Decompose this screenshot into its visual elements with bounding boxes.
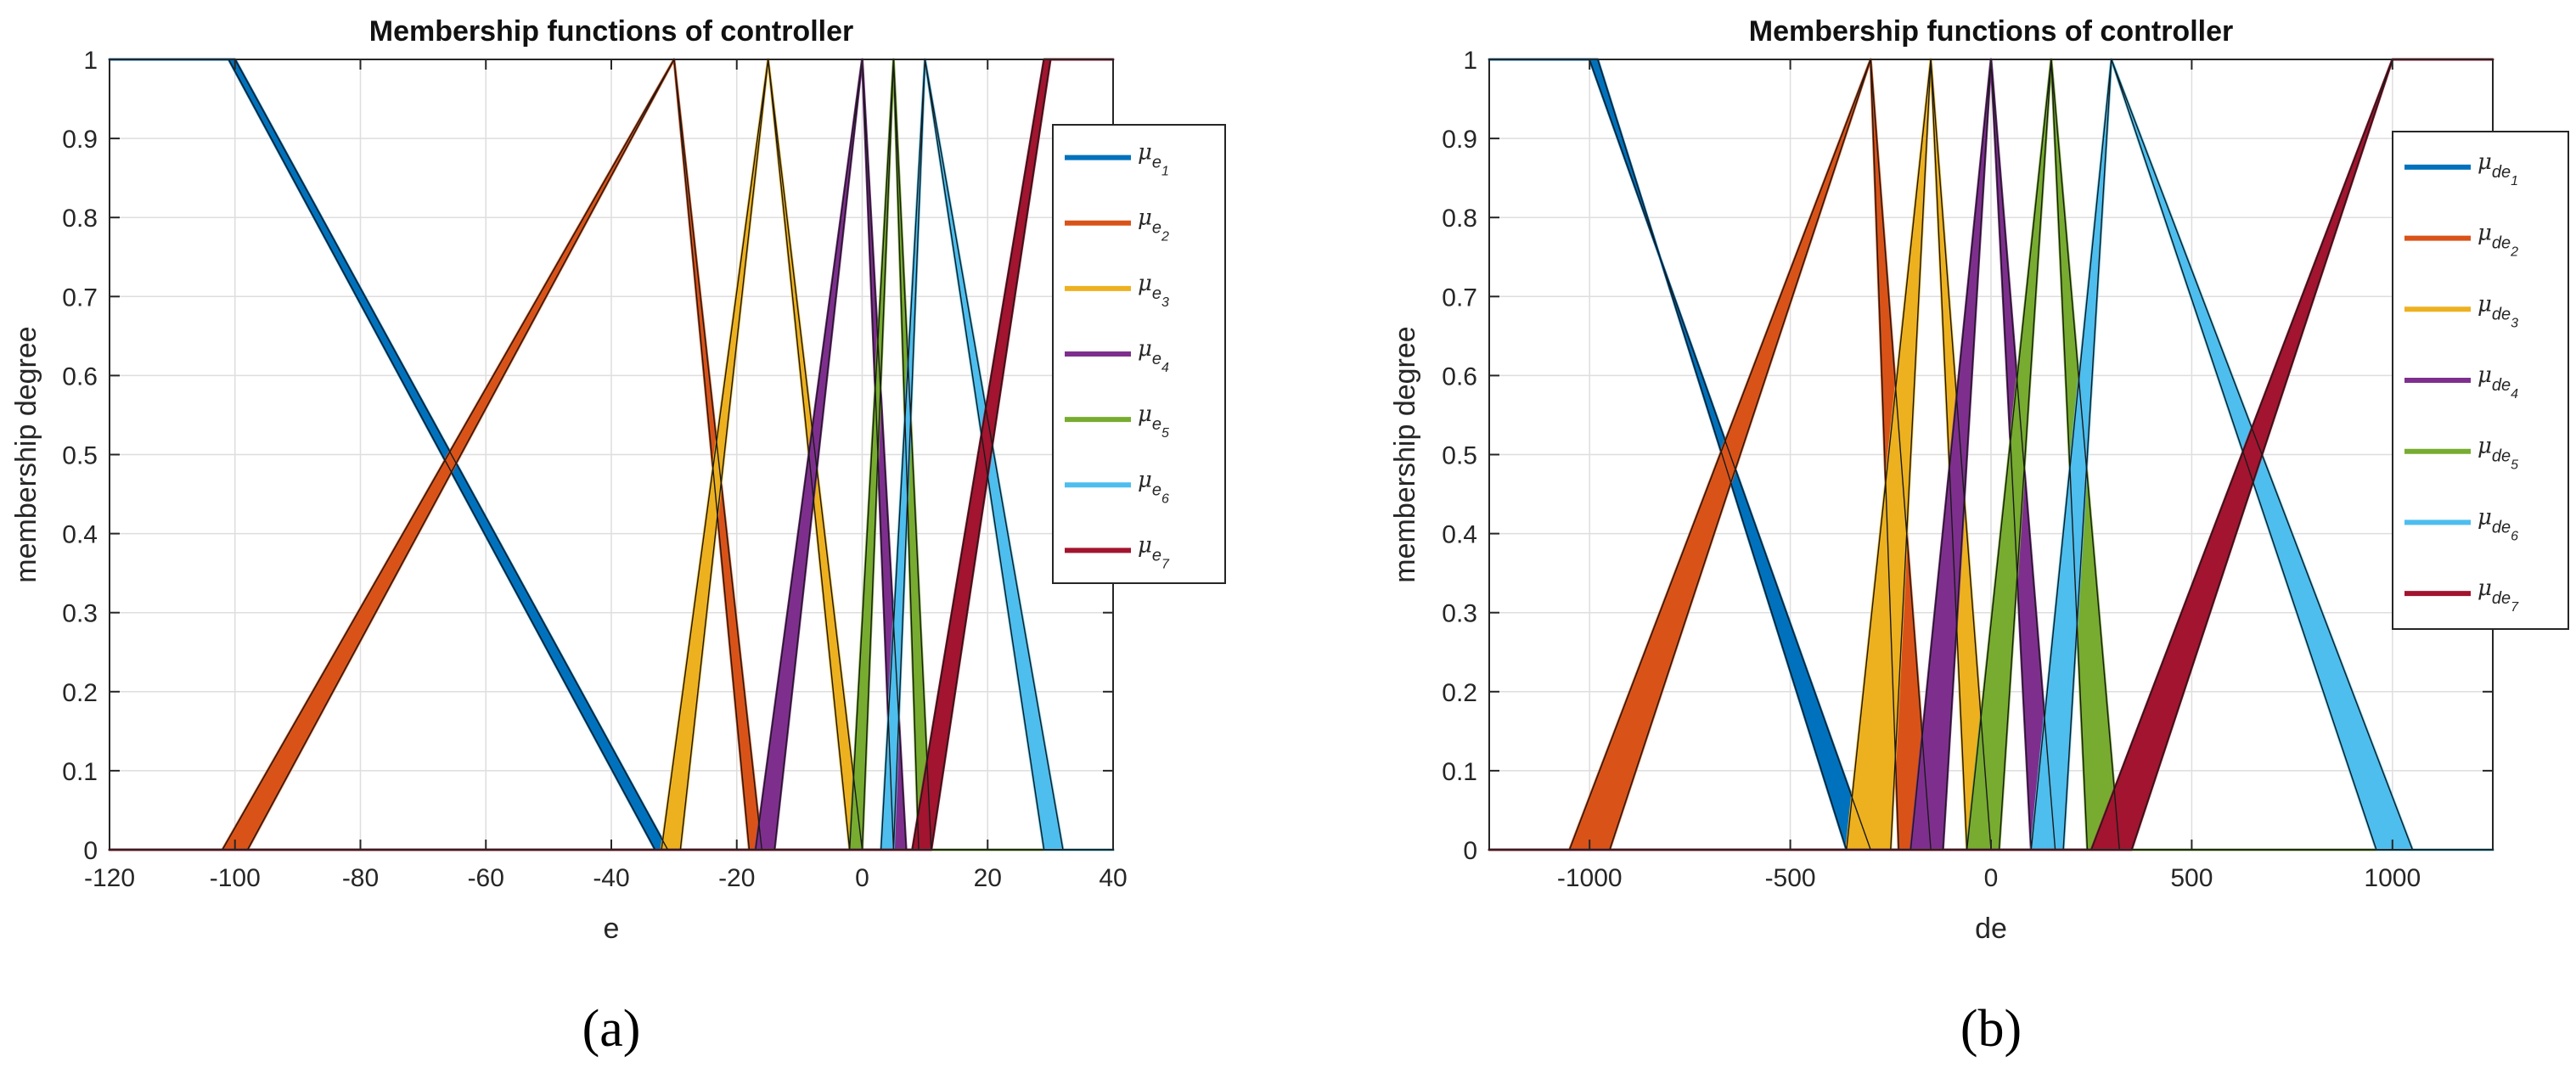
y-tick-label: 1 bbox=[1463, 47, 1477, 75]
x-axis-label: de bbox=[1975, 913, 2007, 945]
y-tick-label: 0 bbox=[1463, 837, 1477, 865]
y-tick-label: 0.1 bbox=[62, 758, 98, 786]
chart-title: Membership functions of controller bbox=[369, 15, 853, 48]
legend-label-index: 1 bbox=[1161, 165, 1169, 179]
x-tick-label: -500 bbox=[1765, 864, 1816, 892]
x-tick-label: -20 bbox=[718, 864, 755, 892]
y-tick-label: 0.6 bbox=[1442, 362, 1477, 390]
legend-label-index: 3 bbox=[2511, 316, 2518, 330]
legend-label-sub: e bbox=[1152, 219, 1161, 238]
y-tick-label: 1 bbox=[83, 47, 98, 75]
y-axis-label: membership degree bbox=[1389, 326, 1421, 582]
legend-label-index: 6 bbox=[1161, 492, 1169, 506]
y-tick-label: 0.6 bbox=[62, 362, 98, 390]
x-tick-label: 500 bbox=[2170, 864, 2213, 892]
y-tick-label: 0.7 bbox=[62, 284, 98, 312]
legend-label-index: 4 bbox=[2511, 387, 2518, 402]
legend-label-index: 3 bbox=[1161, 295, 1169, 310]
x-tick-label: -120 bbox=[84, 864, 135, 892]
y-tick-label: 0.5 bbox=[1442, 442, 1477, 470]
x-tick-label: 20 bbox=[974, 864, 1002, 892]
legend-label-index: 1 bbox=[2511, 174, 2518, 188]
y-tick-label: 0.4 bbox=[62, 521, 98, 549]
x-tick-label: 0 bbox=[1984, 864, 1999, 892]
legend-label-sub: e bbox=[1152, 480, 1161, 499]
panel-label: (a) bbox=[582, 1000, 641, 1058]
y-tick-label: 0.2 bbox=[1442, 679, 1477, 707]
legend-label-sub: de bbox=[2492, 447, 2511, 466]
x-tick-label: -100 bbox=[210, 864, 261, 892]
legend-label-index: 2 bbox=[1161, 230, 1169, 244]
y-tick-label: 0.7 bbox=[1442, 284, 1477, 312]
x-axis-label: e bbox=[604, 913, 620, 945]
legend-label-sub: de bbox=[2492, 589, 2511, 608]
y-tick-label: 0.9 bbox=[62, 126, 98, 154]
x-tick-label: 0 bbox=[855, 864, 869, 892]
legend-label-index: 6 bbox=[2511, 529, 2518, 543]
legend-label-index: 5 bbox=[1161, 426, 1169, 441]
y-tick-label: 0.8 bbox=[62, 205, 98, 233]
y-tick-label: 0 bbox=[83, 837, 98, 865]
legend-label-sub: de bbox=[2492, 234, 2511, 253]
y-tick-label: 0.4 bbox=[1442, 521, 1477, 549]
x-tick-label: -60 bbox=[468, 864, 504, 892]
legend-label-sub: e bbox=[1152, 154, 1161, 172]
y-tick-label: 0.5 bbox=[62, 442, 98, 470]
chart-panel-1: -120 -100 -80 -60 -40 -20 0 20 40 0 0.1 0.2 0.3 0.4 0.… bbox=[10, 15, 1226, 1058]
y-tick-label: 0.9 bbox=[1442, 126, 1477, 154]
legend-label-sub: de bbox=[2492, 518, 2511, 536]
x-tick-label: -40 bbox=[593, 864, 629, 892]
x-tick-label: 40 bbox=[1099, 864, 1127, 892]
legend-label-sub: e bbox=[1152, 415, 1161, 434]
legend-label-index: 7 bbox=[1161, 557, 1170, 571]
y-axis-label: membership degree bbox=[10, 326, 42, 582]
y-tick-label: 0.2 bbox=[62, 679, 98, 707]
legend-label-sub: de bbox=[2492, 163, 2511, 182]
chart-title: Membership functions of controller bbox=[1749, 15, 2233, 48]
y-tick-label: 0.3 bbox=[62, 600, 98, 628]
legend-label-sub: de bbox=[2492, 305, 2511, 323]
legend-label-sub: e bbox=[1152, 546, 1161, 565]
legend-label-sub: de bbox=[2492, 376, 2511, 395]
panel-label: (b) bbox=[1960, 1000, 2022, 1058]
x-tick-label: -80 bbox=[342, 864, 379, 892]
legend-label-index: 5 bbox=[2511, 458, 2518, 473]
legend-label-index: 7 bbox=[2511, 600, 2519, 615]
y-tick-label: 0.8 bbox=[1442, 205, 1477, 233]
legend-label-index: 4 bbox=[1161, 361, 1169, 375]
legend-label-sub: e bbox=[1152, 284, 1161, 303]
y-tick-label: 0.1 bbox=[1442, 758, 1477, 786]
chart-panel-2: -1000 -500 0 500 1000 0 0.1 0.2 0.3 0.4 0.5 0.6 0.7 0… bbox=[1389, 15, 2569, 1058]
legend-label-index: 2 bbox=[2510, 245, 2518, 260]
y-tick-label: 0.3 bbox=[1442, 600, 1477, 628]
legend-label-sub: e bbox=[1152, 350, 1161, 368]
x-tick-label: 1000 bbox=[2364, 864, 2421, 892]
x-tick-label: -1000 bbox=[1557, 864, 1623, 892]
